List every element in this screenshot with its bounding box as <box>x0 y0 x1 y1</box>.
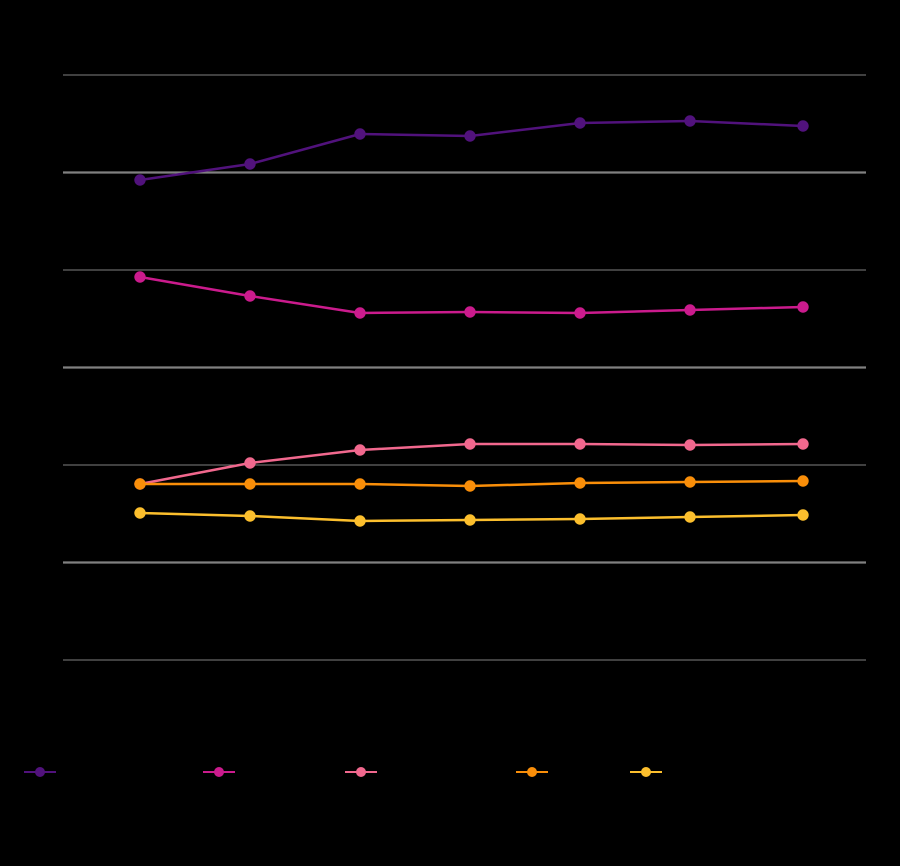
data-point-marker[interactable] <box>354 128 366 140</box>
legend-marker-icon <box>630 762 662 782</box>
series-group <box>134 507 809 527</box>
data-point-marker[interactable] <box>354 515 366 527</box>
data-point-marker[interactable] <box>464 480 476 492</box>
data-point-marker[interactable] <box>797 509 809 521</box>
data-point-marker[interactable] <box>574 117 586 129</box>
legend-marker-icon <box>345 762 377 782</box>
data-point-marker[interactable] <box>574 513 586 525</box>
data-point-marker[interactable] <box>574 477 586 489</box>
data-point-marker[interactable] <box>684 304 696 316</box>
data-point-marker[interactable] <box>574 307 586 319</box>
data-point-marker[interactable] <box>464 306 476 318</box>
data-point-marker[interactable] <box>797 301 809 313</box>
data-point-marker[interactable] <box>244 478 256 490</box>
data-point-marker[interactable] <box>244 158 256 170</box>
chart-legend <box>10 752 890 796</box>
data-point-marker[interactable] <box>684 476 696 488</box>
series-group <box>134 271 809 319</box>
legend-entry[interactable] <box>345 752 381 792</box>
data-point-marker[interactable] <box>134 174 146 186</box>
legend-dot-icon <box>35 767 45 777</box>
gridlines <box>63 74 866 661</box>
legend-entry[interactable] <box>516 752 552 792</box>
legend-marker-icon <box>203 762 235 782</box>
data-point-marker[interactable] <box>464 130 476 142</box>
data-point-marker[interactable] <box>464 514 476 526</box>
data-point-marker[interactable] <box>244 290 256 302</box>
legend-marker-icon <box>24 762 56 782</box>
series-group <box>134 115 809 186</box>
plot-area <box>63 40 866 700</box>
data-point-marker[interactable] <box>354 307 366 319</box>
data-point-marker[interactable] <box>354 444 366 456</box>
data-point-marker[interactable] <box>574 438 586 450</box>
data-point-marker[interactable] <box>244 510 256 522</box>
data-point-marker[interactable] <box>797 475 809 487</box>
data-point-marker[interactable] <box>354 478 366 490</box>
legend-dot-icon <box>641 767 651 777</box>
legend-dot-icon <box>214 767 224 777</box>
series-group <box>134 475 809 492</box>
legend-entry[interactable] <box>24 752 60 792</box>
legend-dot-icon <box>356 767 366 777</box>
data-point-marker[interactable] <box>134 478 146 490</box>
series-layer <box>134 115 809 527</box>
data-point-marker[interactable] <box>797 120 809 132</box>
plot-canvas <box>63 74 866 661</box>
series-line <box>138 442 805 486</box>
data-point-marker[interactable] <box>134 271 146 283</box>
series-line <box>138 119 805 182</box>
data-point-marker[interactable] <box>684 115 696 127</box>
data-point-marker[interactable] <box>684 511 696 523</box>
data-point-marker[interactable] <box>134 507 146 519</box>
legend-entry[interactable] <box>630 752 666 792</box>
data-point-marker[interactable] <box>244 457 256 469</box>
legend-marker-icon <box>516 762 548 782</box>
legend-entry[interactable] <box>203 752 239 792</box>
data-point-marker[interactable] <box>464 438 476 450</box>
data-point-marker[interactable] <box>684 439 696 451</box>
legend-dot-icon <box>527 767 537 777</box>
data-point-marker[interactable] <box>797 438 809 450</box>
